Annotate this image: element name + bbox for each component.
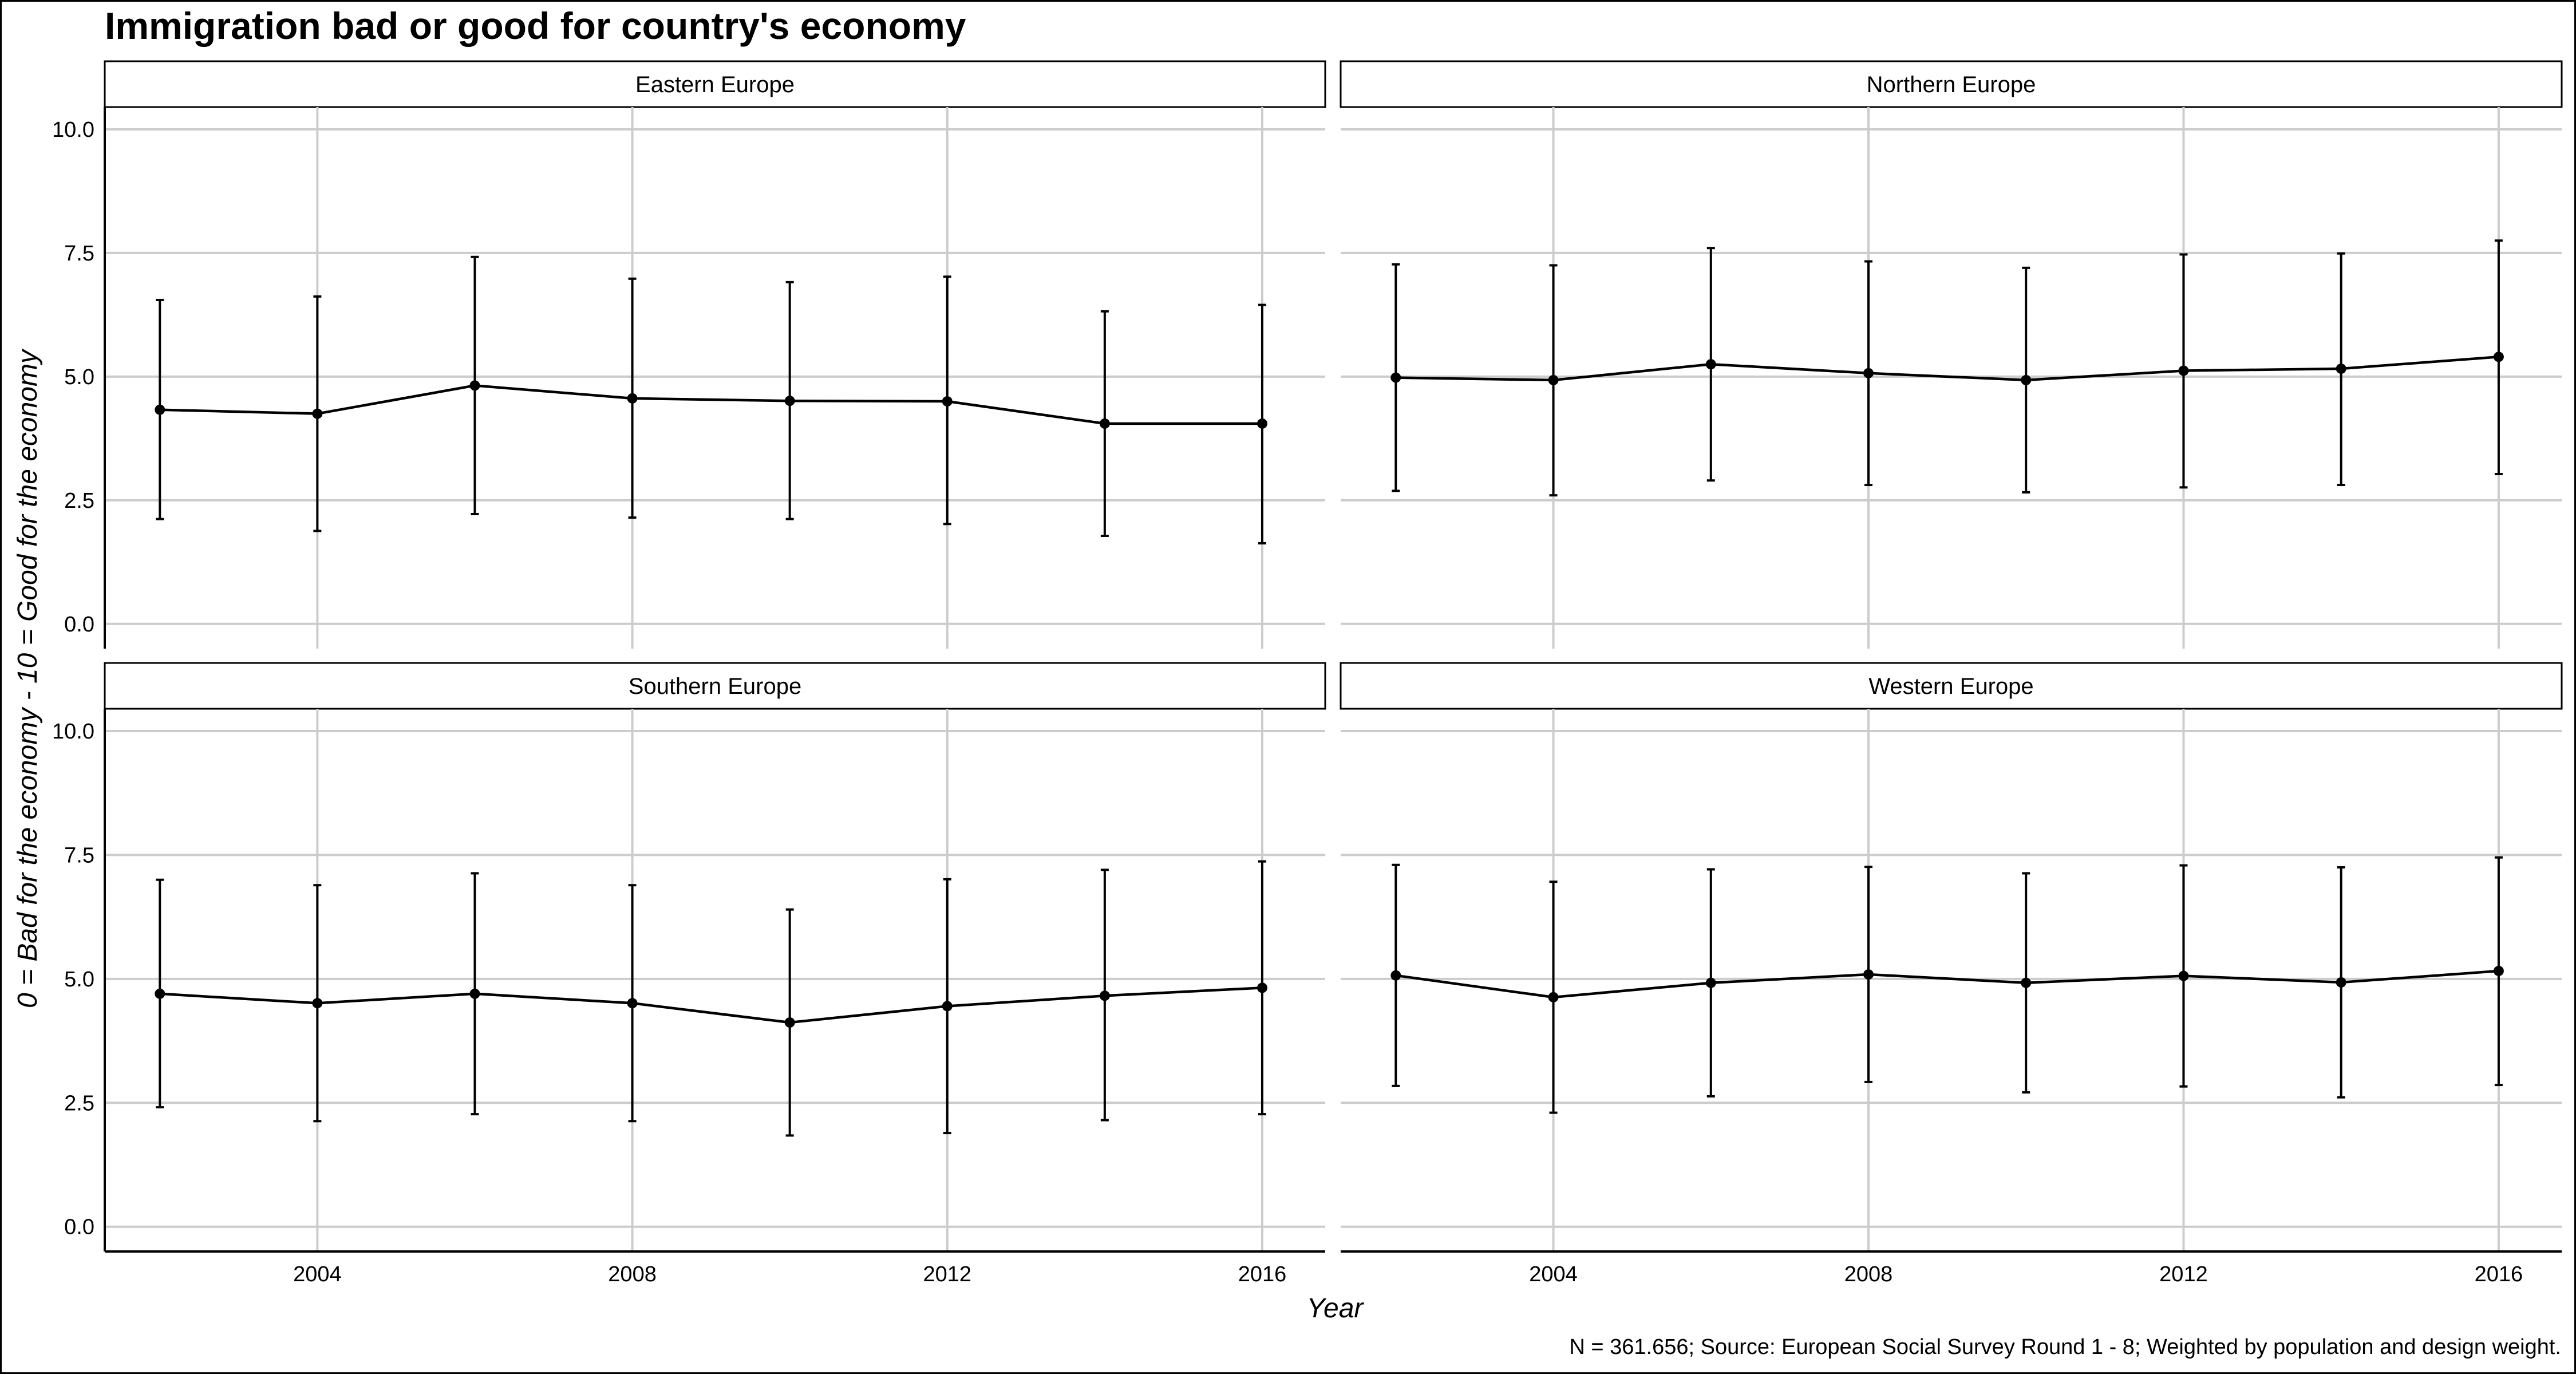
data-point bbox=[2493, 352, 2504, 362]
facet-strip-eastern-europe bbox=[104, 60, 1326, 108]
data-point bbox=[627, 393, 638, 404]
facet-label-northern-europe: Northern Europe bbox=[1867, 72, 2036, 97]
facet-panels: Eastern Europe 0.0 2.5 5.0 7.5 10.0 Northern E… bbox=[52, 60, 2563, 1286]
data-point bbox=[1390, 372, 1401, 383]
y-tick-label: 10.0 bbox=[52, 720, 94, 744]
data-point bbox=[2493, 965, 2504, 976]
y-tick-label: 7.5 bbox=[64, 843, 94, 867]
x-tick-label: 2016 bbox=[1238, 1262, 1287, 1286]
y-tick-label: 10.0 bbox=[52, 118, 94, 142]
data-point bbox=[312, 998, 323, 1009]
data-point bbox=[1863, 969, 1874, 980]
y-tick-label: 2.5 bbox=[64, 1091, 94, 1115]
data-point bbox=[784, 1017, 795, 1028]
data-point bbox=[2178, 365, 2189, 376]
series-line-western-europe bbox=[1395, 969, 2499, 999]
y-tick-label: 2.5 bbox=[64, 489, 94, 513]
facet-label-southern-europe: Southern Europe bbox=[629, 674, 801, 699]
data-point bbox=[1863, 368, 1874, 378]
y-tick-label: 0.0 bbox=[64, 1215, 94, 1239]
data-point bbox=[1099, 418, 1110, 429]
data-point bbox=[1099, 990, 1110, 1001]
data-point bbox=[1705, 977, 1716, 988]
data-point bbox=[469, 380, 480, 391]
series-line-southern-europe bbox=[160, 986, 1263, 1024]
data-point bbox=[469, 988, 480, 999]
x-tick-label: 2004 bbox=[1529, 1262, 1578, 1286]
data-point bbox=[942, 396, 953, 407]
data-point bbox=[2021, 374, 2032, 385]
chart-title: Immigration bad or good for country's ec… bbox=[105, 5, 966, 47]
data-point bbox=[2336, 977, 2346, 988]
data-point bbox=[942, 1001, 953, 1012]
data-point bbox=[2021, 977, 2032, 988]
facet-strip-northern-europe bbox=[1340, 60, 2563, 108]
y-tick-label: 5.0 bbox=[64, 968, 94, 992]
x-tick-label: 2012 bbox=[923, 1262, 971, 1286]
data-point bbox=[1390, 970, 1401, 981]
y-tick-label: 0.0 bbox=[64, 613, 94, 637]
data-point bbox=[1548, 992, 1559, 1002]
data-point bbox=[1257, 418, 1267, 429]
facet-label-eastern-europe: Eastern Europe bbox=[635, 72, 795, 97]
data-point bbox=[312, 408, 323, 419]
facet-label-western-europe: Western Europe bbox=[1868, 674, 2033, 699]
data-point bbox=[155, 404, 165, 415]
data-point bbox=[1705, 359, 1716, 370]
y-tick-label: 7.5 bbox=[64, 242, 94, 266]
data-point bbox=[1257, 982, 1267, 993]
series-line-eastern-europe bbox=[160, 384, 1262, 425]
x-tick-label: 2004 bbox=[293, 1262, 342, 1286]
x-axis-title: Year bbox=[1307, 1293, 1365, 1324]
x-tick-label: 2008 bbox=[608, 1262, 657, 1286]
facet-strip-southern-europe bbox=[104, 662, 1326, 710]
data-point bbox=[155, 988, 165, 999]
caption: N = 361.656; Source: European Social Sur… bbox=[1569, 1335, 2561, 1359]
data-point bbox=[784, 396, 795, 406]
data-point bbox=[2336, 364, 2346, 374]
x-tick-label: 2016 bbox=[2475, 1262, 2523, 1286]
data-point bbox=[1548, 374, 1559, 385]
y-axis-title: 0 = Bad for the economy - 10 = Good for … bbox=[13, 348, 43, 1008]
x-tick-label: 2012 bbox=[2159, 1262, 2208, 1286]
data-point bbox=[2178, 970, 2189, 981]
series-line-northern-europe bbox=[1396, 356, 2499, 382]
x-tick-label: 2008 bbox=[1844, 1262, 1893, 1286]
y-tick-label: 5.0 bbox=[64, 365, 94, 389]
facet-strip-western-europe bbox=[1340, 662, 2563, 710]
data-point bbox=[627, 998, 638, 1009]
